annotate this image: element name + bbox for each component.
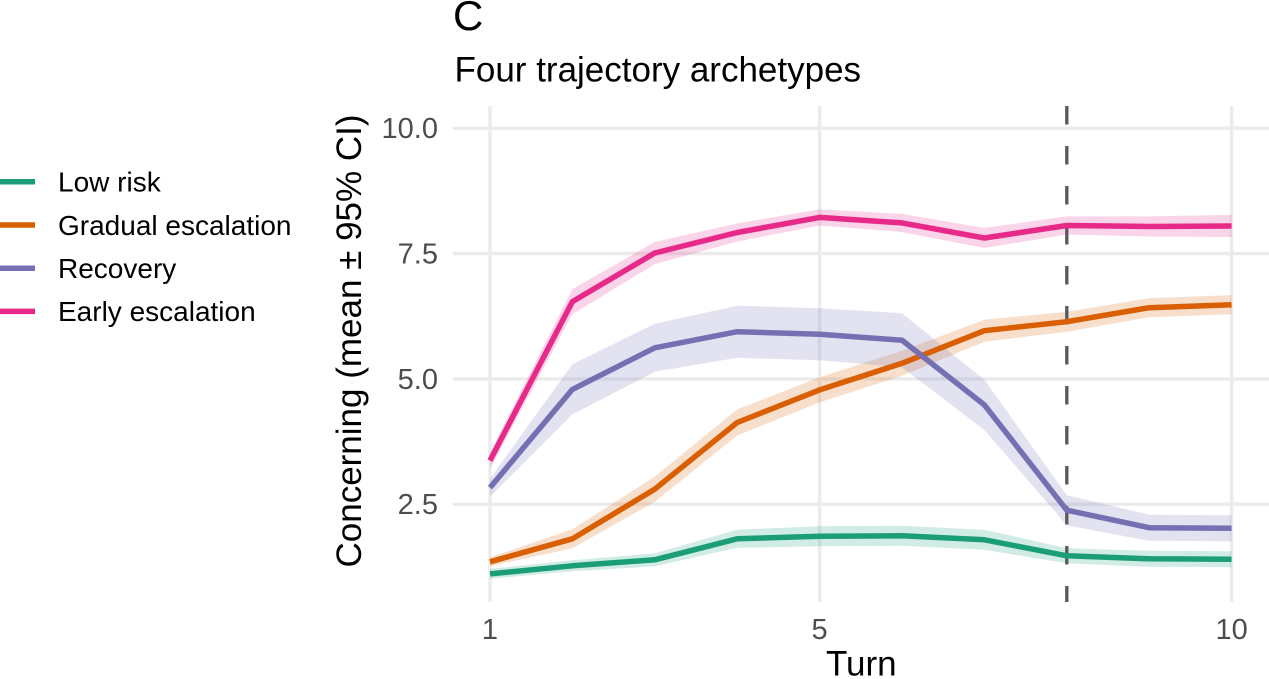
svg-text:C: C: [453, 0, 483, 39]
svg-text:Four trajectory archetypes: Four trajectory archetypes: [455, 51, 862, 90]
svg-text:5: 5: [812, 614, 828, 646]
svg-text:Early escalation: Early escalation: [58, 296, 256, 327]
svg-text:5.0: 5.0: [398, 364, 438, 396]
svg-text:Concerning (mean ± 95% CI): Concerning (mean ± 95% CI): [330, 114, 369, 567]
svg-text:10: 10: [1215, 614, 1247, 646]
svg-text:Turn: Turn: [826, 645, 897, 679]
svg-text:10.0: 10.0: [382, 113, 438, 145]
svg-text:2.5: 2.5: [398, 489, 438, 521]
svg-text:7.5: 7.5: [398, 239, 438, 271]
svg-text:Recovery: Recovery: [58, 253, 176, 284]
svg-text:1: 1: [482, 614, 498, 646]
svg-text:Gradual escalation: Gradual escalation: [58, 210, 291, 241]
svg-text:Low risk: Low risk: [58, 167, 162, 198]
